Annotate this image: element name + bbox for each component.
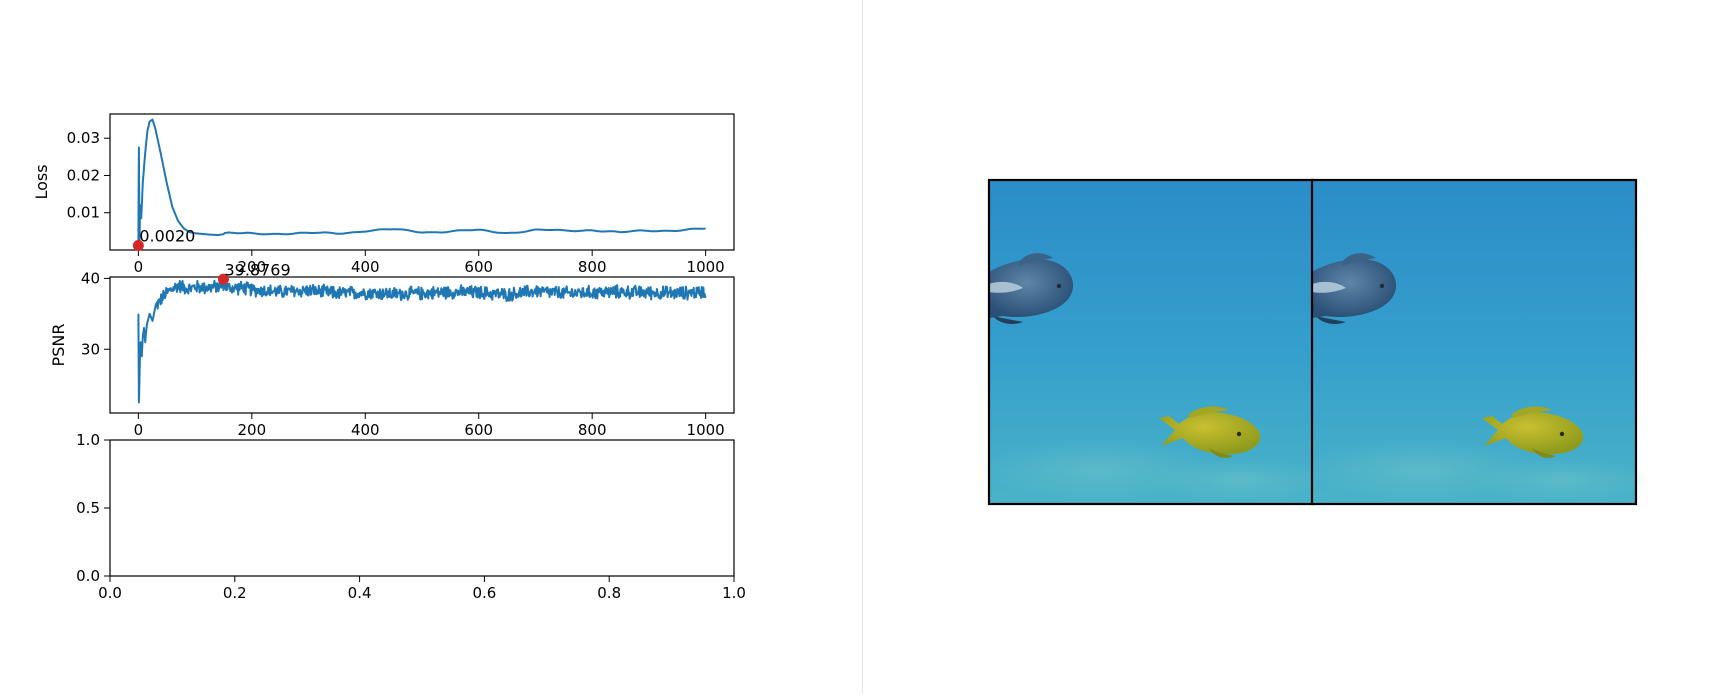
- series-line-1: [137, 118, 706, 246]
- chart-2: 0 200 400 600 800 1000 30 40 PSNR 39.8769: [49, 260, 735, 439]
- y-axis-label: PSNR: [49, 324, 68, 367]
- axes-frame-1: [109, 113, 735, 251]
- yellow-fish-body: [1482, 412, 1584, 455]
- chart-3: 0.0 0.2 0.4 0.6 0.8 1.0 0.0 0.5 1.0: [76, 431, 746, 602]
- x-tick-label: 600: [464, 258, 493, 276]
- x-tick-label: 800: [578, 258, 607, 276]
- charts-svg: 0 200 400 600 800 10000.010.020.03Loss0.00200…: [32, 113, 746, 602]
- blue-fish-lower-fin: [993, 316, 1023, 324]
- annotation-label-1: 0.0020: [139, 227, 195, 246]
- yellow-fish-eye: [1559, 431, 1565, 437]
- y-tick-label: 0.0: [76, 567, 100, 585]
- underwater-fish-image-right: [1302, 178, 1652, 506]
- x-tick-label: 0: [134, 421, 144, 439]
- x-tick-label: 1000: [687, 258, 725, 276]
- chart-1: 0 200 400 600 800 1000 0.01 0.02 0.03 Loss 0.0020: [32, 113, 735, 276]
- x-tick-label: 0.6: [472, 584, 496, 602]
- seabed-glow: [1472, 458, 1652, 502]
- annotation-marker-2: [217, 273, 229, 285]
- x-tick-label: 800: [578, 421, 607, 439]
- x-tick-label: 400: [351, 421, 380, 439]
- x-tick-label: 600: [464, 421, 493, 439]
- charts-panel: 0 200 400 600 800 1000 0.01 0.02 0.03 Loss 0.0020 0…: [0, 0, 862, 694]
- annotation-marker-1: [132, 240, 144, 252]
- x-tick-label: 0.0: [98, 584, 122, 602]
- y-tick-label: 30: [81, 340, 100, 358]
- y-tick-label: 40: [81, 269, 100, 287]
- seabed-glow: [1149, 458, 1329, 502]
- yellow-fish: [1482, 406, 1584, 458]
- x-tick-label: 1.0: [722, 584, 746, 602]
- yellow-fish-pelvic-fin: [1209, 448, 1233, 458]
- y-tick-label: 0.02: [67, 166, 100, 184]
- x-tick-label: 0: [134, 258, 144, 276]
- blue-fish-fin: [1019, 253, 1053, 266]
- blue-fish-body: [989, 258, 1074, 318]
- x-tick-label: 0.8: [597, 584, 621, 602]
- blue-fish: [989, 253, 1074, 324]
- blue-fish-stripe: [989, 281, 1023, 293]
- blue-fish-body: [1312, 258, 1397, 318]
- x-tick-label: 400: [351, 258, 380, 276]
- underwater-fish-image-left: [979, 178, 1329, 506]
- y-tick-label: 0.03: [67, 129, 100, 147]
- yellow-fish-dorsal-fin: [1189, 406, 1229, 418]
- panel-divider: [862, 0, 863, 694]
- y-tick-label: 0.5: [76, 499, 100, 517]
- blue-fish: [1312, 253, 1397, 324]
- x-tick-label: 0.4: [348, 584, 372, 602]
- yellow-fish-dorsal-fin: [1512, 406, 1552, 418]
- y-axis-label: Loss: [32, 164, 51, 199]
- x-tick-label: 200: [237, 258, 266, 276]
- y-tick-label: 1.0: [76, 431, 100, 449]
- x-tick-label: 200: [237, 421, 266, 439]
- yellow-fish-eye: [1236, 431, 1242, 437]
- blue-fish-eye: [1379, 283, 1385, 289]
- image-comparison: [979, 178, 1652, 506]
- series-line-2: [137, 277, 707, 404]
- blue-fish-stripe: [1312, 281, 1346, 293]
- yellow-fish-pelvic-fin: [1532, 448, 1556, 458]
- yellow-fish-body: [1159, 412, 1261, 455]
- image-border: [1310, 178, 1638, 506]
- y-tick-label: 0.01: [67, 204, 100, 222]
- blue-fish-fin: [1342, 253, 1376, 266]
- annotation-label-2: 39.8769: [224, 260, 290, 279]
- yellow-fish: [1159, 406, 1261, 458]
- axes-frame-2: [109, 276, 735, 414]
- blue-fish-lower-fin: [1316, 316, 1346, 324]
- image-panel[interactable]: [863, 0, 1721, 694]
- blue-fish-eye: [1056, 283, 1062, 289]
- x-tick-label: 1000: [687, 421, 725, 439]
- axes-frame-3: [109, 439, 735, 577]
- x-tick-label: 0.2: [223, 584, 247, 602]
